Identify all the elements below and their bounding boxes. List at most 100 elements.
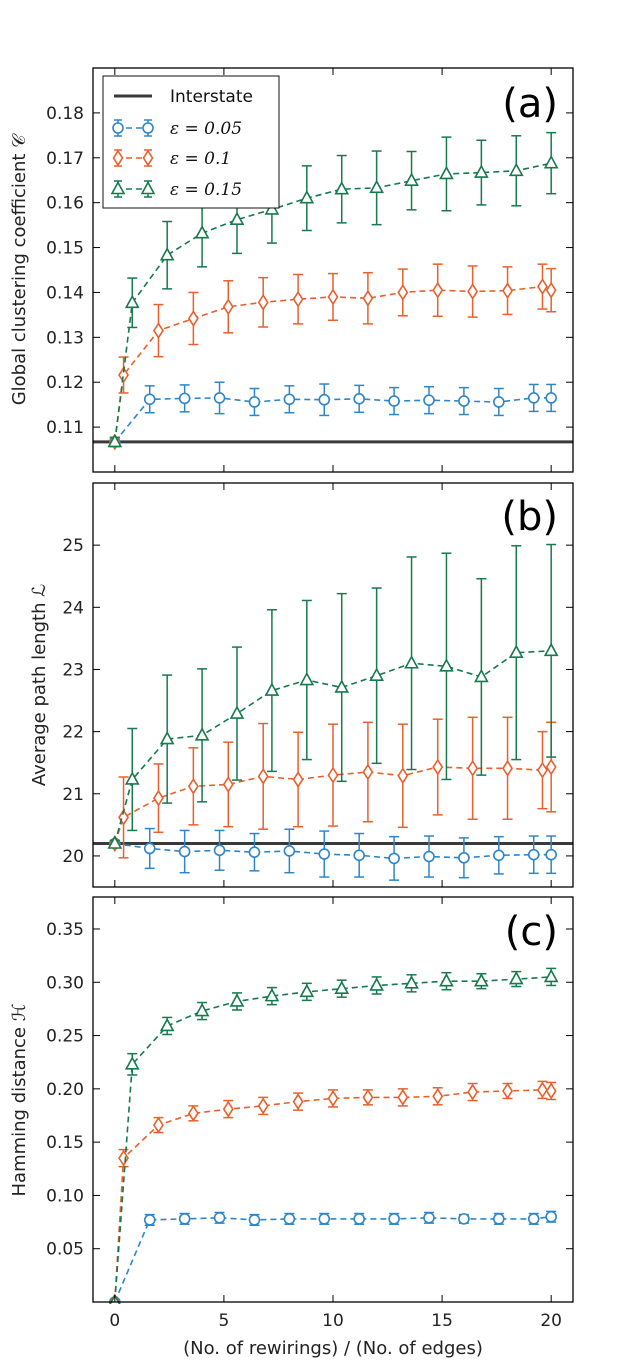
y-tick-label-b: 22 (62, 723, 84, 743)
data-point-eps005 (248, 396, 261, 408)
data-point-eps005 (423, 394, 435, 406)
data-point-eps005 (143, 842, 156, 855)
data-point-eps015 (159, 247, 175, 261)
data-point-eps015 (124, 771, 140, 785)
data-point-eps005 (388, 1213, 400, 1225)
data-point-eps01 (257, 293, 269, 311)
data-point-eps01 (118, 366, 129, 384)
data-point-eps005 (248, 846, 261, 858)
legend-marker (110, 180, 126, 195)
y-tick-label-a: 0.18 (46, 104, 84, 124)
data-point-eps005 (388, 852, 400, 865)
legend: Interstate ε = 0.05 ε = 0.1 ε = 0.15 (102, 75, 280, 209)
data-point-eps005 (423, 1212, 435, 1224)
data-point-eps005 (527, 392, 540, 404)
data-point-eps005 (318, 848, 331, 860)
plot-area-b (93, 543, 573, 881)
plot-area-c (109, 967, 559, 1304)
data-point-eps015 (369, 179, 384, 194)
data-point-eps01 (467, 283, 479, 301)
series-line-eps01-c (114, 1089, 552, 1303)
data-point-eps01 (153, 322, 164, 340)
data-point-eps015 (264, 987, 280, 1002)
data-point-eps01 (537, 761, 548, 779)
data-point-eps015 (229, 993, 245, 1007)
y-tick-label-c: 0.10 (46, 1186, 84, 1206)
y-tick-label-a: 0.16 (46, 194, 84, 214)
y-tick-label-a: 0.15 (46, 239, 84, 259)
panel-tag-b: (b) (501, 494, 558, 540)
legend-marker (142, 149, 154, 167)
data-point-eps01 (362, 763, 374, 781)
y-tick-label-b: 23 (62, 660, 84, 680)
data-point-eps015 (369, 977, 384, 991)
data-point-eps01 (292, 770, 304, 788)
y-tick-label-c: 0.30 (46, 973, 84, 993)
legend-marker (140, 180, 156, 195)
data-point-eps015 (543, 154, 559, 169)
data-point-eps005 (248, 1214, 261, 1226)
data-point-eps015 (508, 970, 524, 985)
y-tick-label-c: 0.15 (46, 1133, 84, 1153)
data-point-eps005 (143, 393, 156, 406)
data-point-eps015 (404, 975, 419, 989)
series-line-eps015-c (114, 976, 552, 1303)
data-point-eps005 (493, 849, 505, 862)
data-point-eps015 (369, 667, 384, 681)
y-tick-label-a: 0.17 (46, 149, 84, 169)
data-point-eps005 (178, 1213, 191, 1225)
x-tick-label: 5 (218, 1311, 229, 1331)
y-axis-title-b: Average path length ℒ (29, 584, 50, 786)
legend-marker (112, 149, 124, 167)
x-axis-title: (No. of rewirings) / (No. of edges) (183, 1338, 483, 1359)
legend-label-eps015: ε = 0.15 (170, 180, 242, 200)
data-point-eps01 (362, 1088, 374, 1106)
y-tick-label-b: 21 (62, 785, 84, 805)
data-point-eps005 (178, 845, 191, 858)
x-tick-label: 15 (431, 1311, 453, 1331)
data-point-eps015 (299, 671, 315, 686)
legend-label-interstate: Interstate (170, 87, 253, 107)
y-axis-title-c: Hamming distance ℋ (9, 1004, 30, 1197)
y-tick-label-a: 0.11 (46, 418, 84, 438)
data-point-eps015 (474, 973, 489, 987)
data-point-eps015 (107, 835, 123, 849)
data-point-eps015 (229, 705, 245, 719)
data-point-eps005 (423, 850, 435, 863)
y-tick-label-a: 0.13 (46, 328, 84, 348)
data-point-eps005 (493, 396, 505, 408)
data-point-eps015 (404, 172, 419, 186)
data-point-eps01 (257, 767, 269, 785)
data-point-eps015 (124, 1056, 140, 1070)
data-point-eps01 (397, 1088, 409, 1106)
series-line-eps015-b (114, 650, 552, 844)
data-point-eps015 (124, 294, 140, 309)
data-point-eps01 (187, 310, 199, 327)
panel-tag-a: (a) (502, 81, 558, 127)
data-point-eps01 (397, 283, 409, 301)
data-point-eps01 (502, 282, 513, 300)
data-point-eps01 (502, 1082, 513, 1100)
data-point-eps005 (493, 1213, 505, 1225)
y-tick-label-c: 0.35 (46, 920, 84, 940)
data-point-eps005 (353, 849, 365, 862)
data-point-eps01 (397, 767, 409, 785)
y-tick-label-b: 25 (62, 536, 84, 556)
data-point-eps01 (257, 1097, 269, 1115)
y-tick-label-c: 0.05 (46, 1240, 84, 1260)
data-point-eps01 (545, 1082, 557, 1100)
data-point-eps01 (118, 1149, 129, 1167)
y-tick-label-c: 0.20 (46, 1080, 84, 1100)
y-tick-label-c: 0.25 (46, 1027, 84, 1047)
data-point-eps005 (545, 848, 557, 861)
legend-swatch-eps015 (110, 180, 156, 198)
y-tick-label-a: 0.12 (46, 373, 84, 393)
data-point-eps01 (467, 1083, 479, 1101)
data-point-eps01 (545, 281, 557, 299)
legend-marker (142, 122, 154, 134)
data-point-eps005 (545, 1210, 557, 1223)
data-point-eps01 (537, 1081, 548, 1099)
data-point-eps015 (334, 181, 350, 195)
legend-label-eps01: ε = 0.1 (170, 149, 231, 169)
data-point-eps005 (213, 392, 226, 404)
